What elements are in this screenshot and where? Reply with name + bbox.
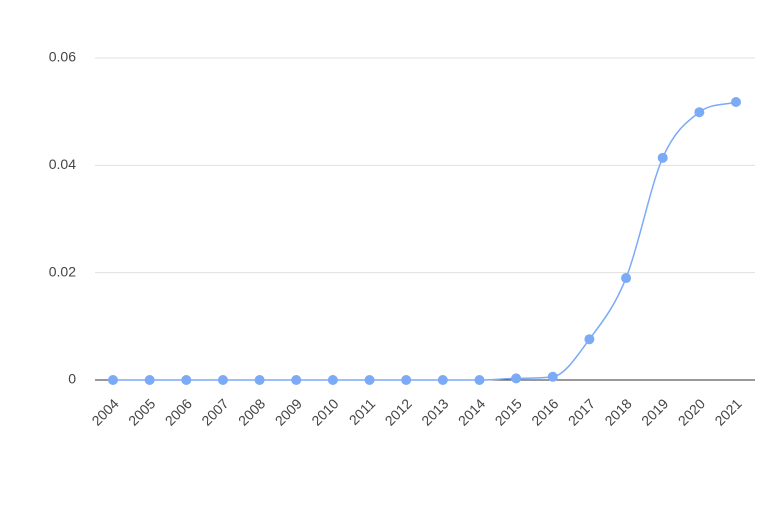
x-tick-label: 2011 (346, 395, 379, 428)
point (108, 375, 118, 385)
x-tick-label: 2006 (162, 395, 195, 428)
x-tick-label: 2016 (528, 395, 561, 428)
x-tick-label: 2007 (198, 395, 231, 428)
point (401, 375, 412, 385)
point (474, 375, 485, 385)
y-tick-label: 0.06 (49, 49, 76, 65)
x-tick-label: 2019 (638, 395, 671, 428)
point (291, 375, 302, 385)
x-tick-label: 2008 (235, 395, 268, 428)
y-tick-label: 0.04 (49, 156, 76, 172)
point (364, 375, 375, 385)
point (584, 334, 595, 345)
point (437, 375, 448, 385)
x-tick-label: 2012 (382, 395, 415, 428)
point (144, 375, 155, 385)
x-tick-label: 2021 (711, 395, 744, 428)
point (511, 373, 522, 384)
x-tick-label: 2004 (88, 395, 121, 428)
point (217, 375, 228, 385)
point (547, 371, 558, 382)
x-tick-label: 2009 (272, 395, 305, 428)
x-tick-label: 2015 (492, 395, 525, 428)
line (112, 101, 737, 381)
point (254, 375, 265, 385)
point (181, 375, 192, 385)
x-tick-label: 2017 (565, 395, 598, 428)
point (694, 107, 705, 118)
x-tick-label: 2018 (601, 395, 634, 428)
point (657, 152, 668, 163)
x-tick-label: 2020 (675, 395, 708, 428)
point (327, 375, 338, 385)
x-tick-label: 2010 (308, 395, 341, 428)
x-tick-label: 2014 (455, 395, 488, 428)
y-tick-label: 0.02 (49, 263, 76, 279)
point (621, 273, 632, 284)
x-tick-label: 2005 (125, 395, 158, 428)
point (731, 97, 741, 108)
y-tick-label: 0 (68, 371, 76, 387)
x-tick-label: 2013 (418, 395, 451, 428)
